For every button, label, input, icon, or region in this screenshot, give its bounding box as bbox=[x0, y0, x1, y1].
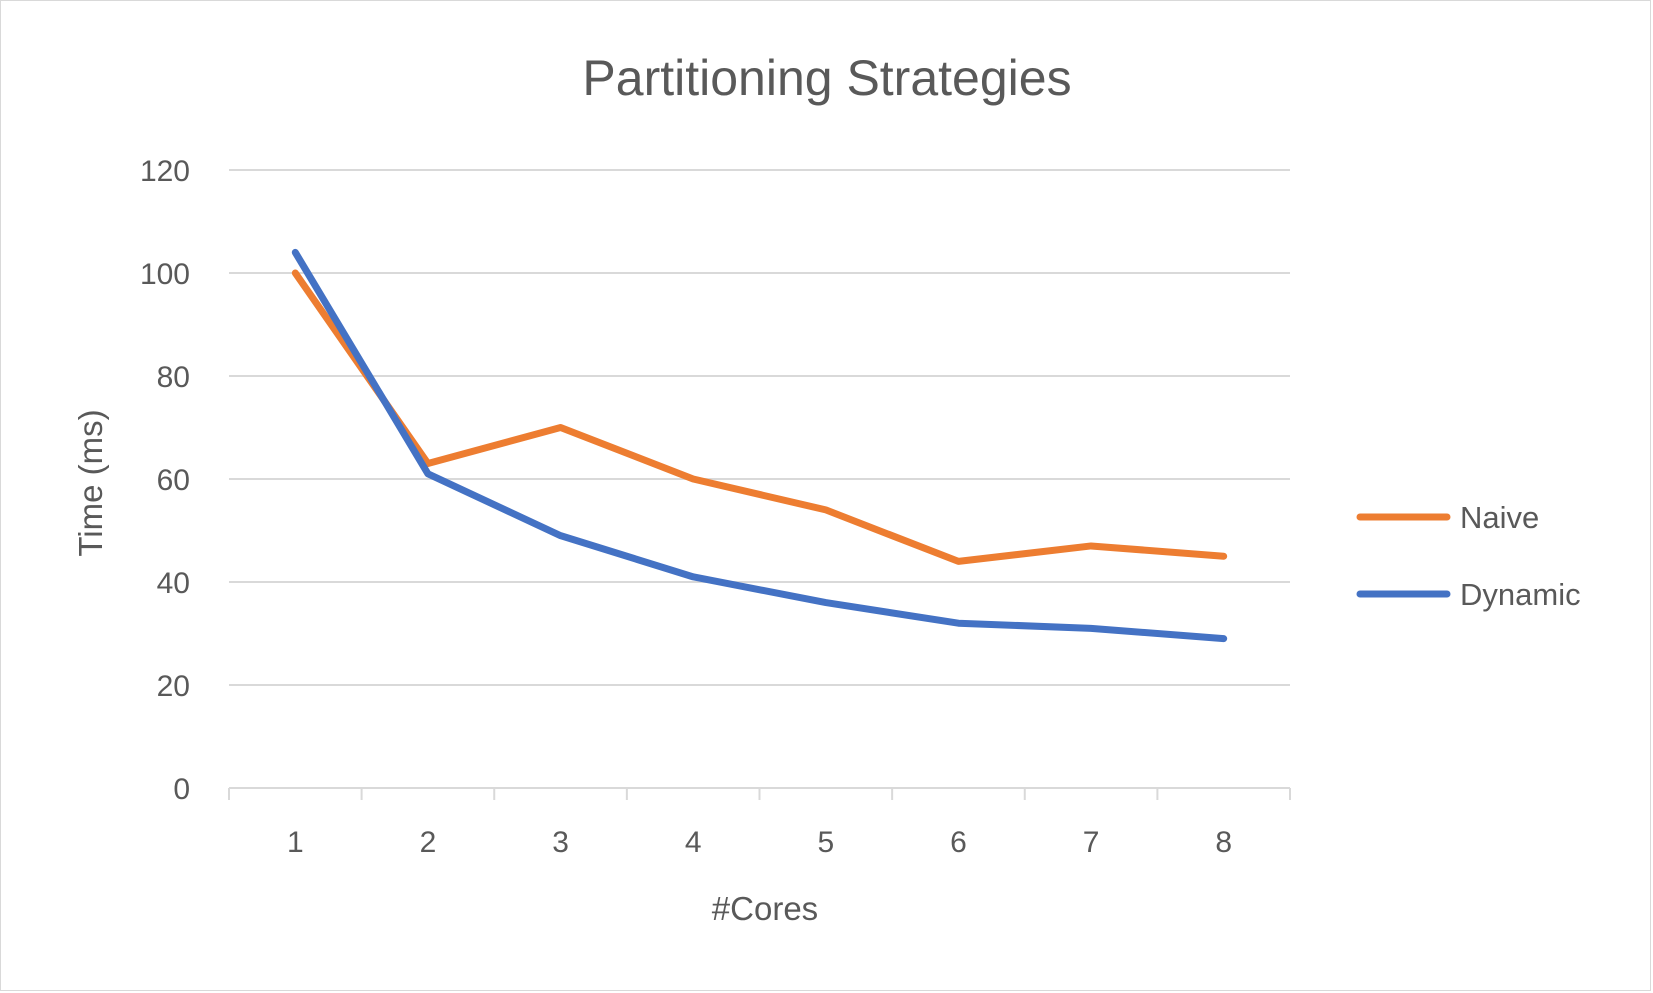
y-axis-label: Time (ms) bbox=[72, 409, 109, 556]
y-tick-label: 120 bbox=[140, 155, 190, 188]
x-tick-label: 5 bbox=[817, 826, 834, 859]
gridlines bbox=[229, 169, 1290, 686]
x-tick-label: 8 bbox=[1215, 826, 1232, 859]
x-axis-label: #Cores bbox=[712, 890, 818, 927]
legend: Naive Dynamic bbox=[1356, 500, 1581, 612]
x-tick-label: 6 bbox=[950, 826, 967, 859]
x-tick-label: 4 bbox=[685, 826, 702, 859]
x-axis-ticks: 1 2 3 4 5 6 7 8 bbox=[287, 826, 1232, 859]
x-tick-label: 7 bbox=[1083, 826, 1100, 859]
x-tick-label: 1 bbox=[287, 826, 304, 859]
x-axis bbox=[228, 787, 1291, 800]
y-axis-ticks: 0 20 40 60 80 100 120 bbox=[140, 155, 190, 806]
legend-label-naive: Naive bbox=[1460, 500, 1539, 535]
x-tick-label: 2 bbox=[420, 826, 437, 859]
legend-label-dynamic: Dynamic bbox=[1460, 577, 1581, 612]
y-tick-label: 100 bbox=[140, 258, 190, 291]
y-tick-label: 20 bbox=[157, 670, 190, 703]
y-tick-label: 0 bbox=[173, 773, 190, 806]
series-lines bbox=[291, 248, 1228, 643]
x-tick-label: 3 bbox=[552, 826, 569, 859]
y-tick-label: 60 bbox=[157, 464, 190, 497]
y-tick-label: 80 bbox=[157, 361, 190, 394]
chart-title: Partitioning Strategies bbox=[582, 50, 1071, 106]
series-line-dynamic bbox=[291, 248, 1228, 643]
y-tick-label: 40 bbox=[157, 567, 190, 600]
series-line-naive bbox=[291, 269, 1228, 565]
